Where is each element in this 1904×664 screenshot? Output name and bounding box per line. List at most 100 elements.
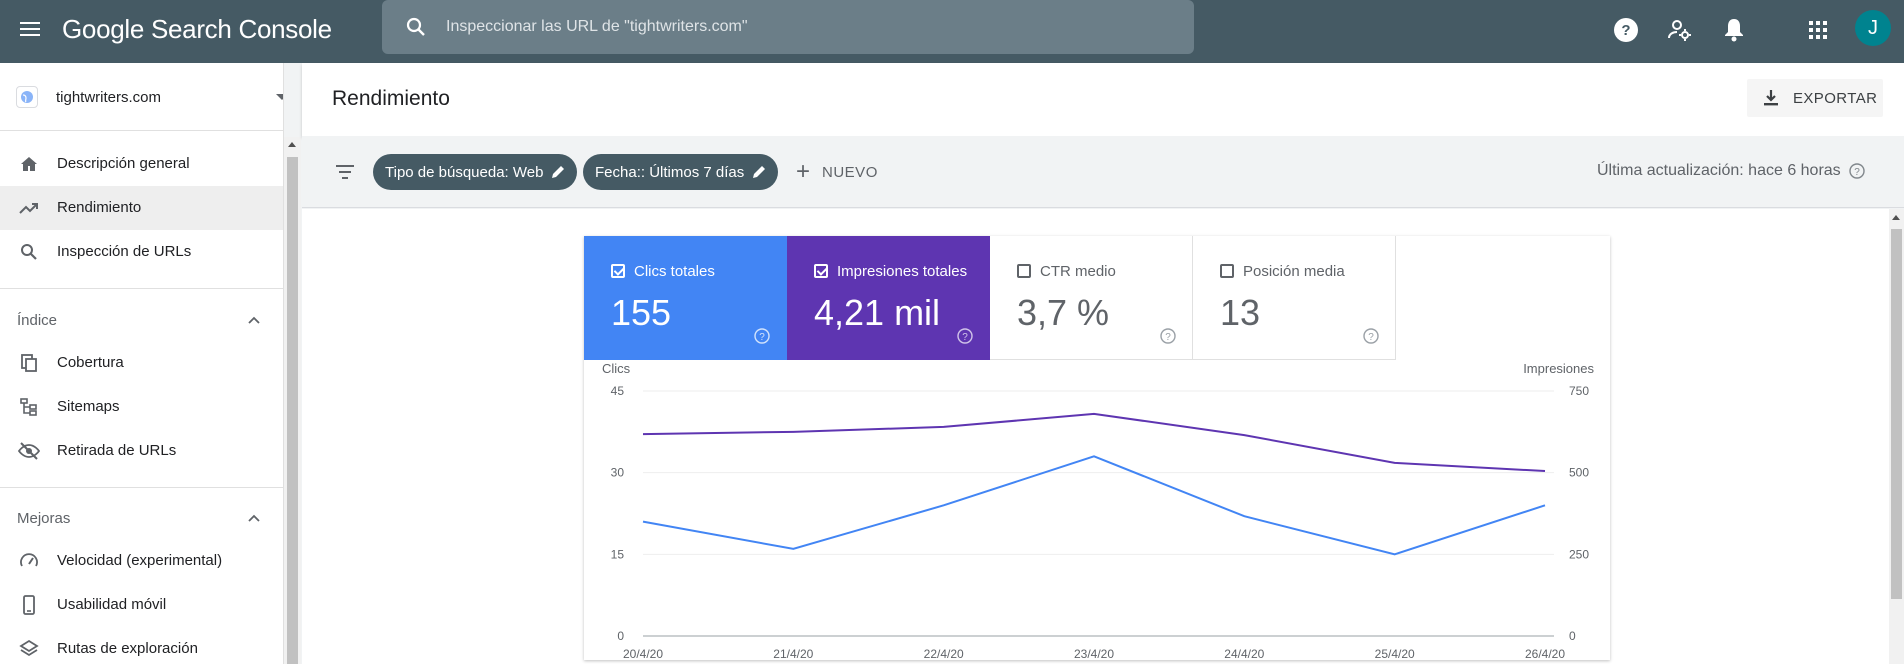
sidebar-item-label: Rutas de exploración <box>57 640 198 657</box>
sidebar: tightwriters.com Descripción general Ren… <box>0 63 284 664</box>
help-outline-icon[interactable]: ? <box>1363 328 1379 344</box>
chip-label: Tipo de búsqueda: Web <box>385 163 544 181</box>
home-icon <box>18 153 40 175</box>
metric-average-position[interactable]: Posición media 13 ? <box>1193 236 1396 360</box>
y2-tick-label: 250 <box>1569 547 1589 561</box>
performance-chart: Clics Impresiones 0 15 30 45 0 250 500 750 20/4/20… <box>602 361 1594 660</box>
metric-value: 4,21 mil <box>814 292 941 333</box>
sidebar-item-breadcrumbs[interactable]: Rutas de exploración <box>0 627 283 664</box>
filter-chip-date[interactable]: Fecha:: Últimos 7 días <box>583 154 779 190</box>
sidebar-item-label: Retirada de URLs <box>57 442 177 459</box>
metric-value: 3,7 % <box>1017 292 1110 333</box>
help-outline-icon[interactable]: ? <box>1160 328 1176 344</box>
x-tick-label: 22/4/20 <box>924 647 964 660</box>
filter-icon[interactable] <box>335 162 355 182</box>
property-selector[interactable]: tightwriters.com <box>16 77 283 117</box>
y2-tick-label: 0 <box>1569 629 1576 643</box>
sidebar-item-label: Inspección de URLs <box>57 243 192 260</box>
chevron-up-icon[interactable] <box>248 314 260 326</box>
sidebar-item-removals[interactable]: Retirada de URLs <box>0 429 283 473</box>
metric-value: 155 <box>611 292 672 333</box>
checkbox[interactable] <box>611 264 625 278</box>
apps-icon[interactable] <box>1804 16 1832 44</box>
sidebar-item-speed[interactable]: Velocidad (experimental) <box>0 539 283 583</box>
help-outline-icon[interactable]: ? <box>957 328 973 344</box>
last-update-status: Última actualización: hace 6 horas ? <box>1597 162 1865 180</box>
metric-total-clicks[interactable]: Clics totales 155 ? <box>584 236 787 360</box>
y2-tick-label: 500 <box>1569 466 1589 480</box>
metric-label: Posición media <box>1243 263 1345 280</box>
coverage-icon <box>18 352 40 374</box>
metric-label: CTR medio <box>1040 263 1116 280</box>
checkbox[interactable] <box>1017 264 1031 278</box>
sidebar-item-url-inspection[interactable]: Inspección de URLs <box>0 230 283 274</box>
sitemap-icon <box>18 396 40 418</box>
new-filter-button[interactable]: + NUEVO <box>796 160 878 184</box>
sidebar-item-label: Rendimiento <box>57 199 142 216</box>
x-tick-label: 21/4/20 <box>773 647 813 660</box>
page-title: Rendimiento <box>332 87 450 110</box>
svg-text:?: ? <box>1854 167 1860 178</box>
y2-axis-label: Impresiones <box>1523 361 1594 376</box>
help-icon[interactable]: ? <box>1612 16 1640 44</box>
svg-text:?: ? <box>1621 22 1630 39</box>
help-outline-icon[interactable]: ? <box>754 328 770 344</box>
svg-text:?: ? <box>759 332 765 343</box>
sidebar-item-mobile-usability[interactable]: Usabilidad móvil <box>0 583 283 627</box>
y2-tick-label: 750 <box>1569 384 1589 398</box>
x-tick-label: 24/4/20 <box>1224 647 1264 660</box>
chip-label: Fecha:: Últimos 7 días <box>595 163 745 181</box>
x-tick-label: 26/4/20 <box>1525 647 1565 660</box>
last-update-text: Última actualización: hace 6 horas <box>1597 162 1841 179</box>
url-inspect-search[interactable] <box>382 0 1194 54</box>
edit-icon[interactable] <box>551 165 565 179</box>
scroll-thumb[interactable] <box>287 157 298 664</box>
svg-text:?: ? <box>1368 332 1374 343</box>
metric-average-ctr[interactable]: CTR medio 3,7 % ? <box>990 236 1193 360</box>
download-icon <box>1764 90 1778 106</box>
filter-chip-search-type[interactable]: Tipo de búsqueda: Web <box>373 154 578 190</box>
sidebar-item-coverage[interactable]: Cobertura <box>0 341 283 385</box>
search-input[interactable] <box>446 14 1146 40</box>
scroll-up-arrow-icon[interactable] <box>288 142 296 147</box>
sidebar-item-label: Velocidad (experimental) <box>57 552 223 569</box>
scroll-thumb[interactable] <box>1891 229 1902 599</box>
sidebar-item-label: Cobertura <box>57 354 124 371</box>
sidebar-item-label: Sitemaps <box>57 398 120 415</box>
scroll-up-arrow-icon[interactable] <box>1892 215 1900 220</box>
search-icon[interactable] <box>404 15 428 39</box>
metric-total-impressions[interactable]: Impresiones totales 4,21 mil ? <box>787 236 990 360</box>
sidebar-scrollbar[interactable] <box>284 137 301 664</box>
new-filter-label: NUEVO <box>822 163 878 181</box>
checkbox[interactable] <box>1220 264 1234 278</box>
sidebar-item-label: Descripción general <box>57 155 190 172</box>
notifications-icon[interactable] <box>1720 16 1748 44</box>
avatar[interactable]: J <box>1855 10 1891 46</box>
app-title[interactable]: Google Search Console <box>62 14 332 44</box>
performance-card: Clics totales 155 ? Impresiones totales … <box>584 236 1610 660</box>
section-improvements-title[interactable]: Mejoras <box>17 510 71 527</box>
caret-down-icon[interactable] <box>276 94 283 100</box>
main-scrollbar[interactable] <box>1889 209 1904 664</box>
export-button[interactable]: EXPORTAR <box>1747 79 1883 117</box>
svg-text:?: ? <box>1165 332 1171 343</box>
menu-icon[interactable] <box>18 18 42 42</box>
help-outline-icon[interactable]: ? <box>1848 163 1865 179</box>
chevron-up-icon[interactable] <box>248 512 260 524</box>
metric-label: Impresiones totales <box>837 263 968 280</box>
property-name: tightwriters.com <box>56 88 162 106</box>
user-settings-icon[interactable] <box>1666 16 1694 44</box>
checkbox[interactable] <box>814 264 828 278</box>
layers-icon <box>18 638 40 660</box>
y-tick-label: 30 <box>611 466 625 480</box>
svg-text:?: ? <box>962 332 968 343</box>
x-tick-label: 20/4/20 <box>623 647 663 660</box>
sidebar-item-performance[interactable]: Rendimiento <box>0 186 283 230</box>
divider <box>0 288 283 289</box>
sidebar-item-overview[interactable]: Descripción general <box>0 142 283 186</box>
y-axis-label: Clics <box>602 361 631 376</box>
edit-icon[interactable] <box>752 165 766 179</box>
sidebar-item-sitemaps[interactable]: Sitemaps <box>0 385 283 429</box>
sidebar-item-label: Usabilidad móvil <box>57 596 167 613</box>
section-index-title[interactable]: Índice <box>17 312 58 329</box>
